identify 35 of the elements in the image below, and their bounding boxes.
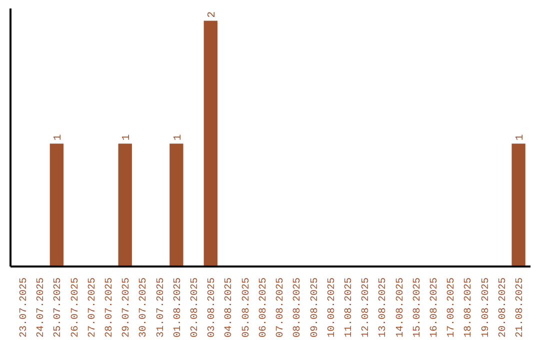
x-tick-label: 16.08.2025 [430, 277, 440, 338]
x-tick-label: 03.08.2025 [207, 277, 218, 338]
x-tick-label: 15.08.2025 [412, 277, 424, 338]
x-tick-label: 17.08.2025 [446, 277, 458, 338]
x-tick-label: 04.08.2025 [224, 277, 236, 338]
x-tick-label: 13.08.2025 [378, 277, 390, 338]
x-tick-label: 26.07.2025 [70, 277, 82, 338]
x-tick-label: 23.07.2025 [18, 277, 30, 338]
x-tick-label: 11.08.2025 [344, 277, 355, 338]
x-tick-label: 24.07.2025 [36, 277, 48, 338]
x-tick-label: 28.07.2025 [104, 277, 116, 338]
x-tick-label: 21.08.2025 [515, 277, 526, 338]
x-tick-label: 30.07.2025 [138, 277, 150, 338]
x-tick-label: 12.08.2025 [361, 277, 372, 338]
x-tick-label: 18.08.2025 [464, 277, 475, 338]
x-tick-label: 09.08.2025 [310, 277, 321, 338]
x-tick-label: 19.08.2025 [480, 277, 492, 338]
x-tick-label: 20.08.2025 [498, 277, 509, 338]
data-label: 1 [121, 134, 134, 141]
x-tick-label: 31.07.2025 [156, 277, 167, 338]
x-tick-label: 29.07.2025 [122, 277, 133, 338]
x-tick-label: 14.08.2025 [395, 277, 406, 338]
data-label: 2 [206, 11, 219, 18]
x-tick-label: 01.08.2025 [172, 277, 184, 338]
x-tick-label: 05.08.2025 [241, 277, 252, 338]
x-tick-label: 07.08.2025 [276, 277, 287, 338]
data-label: 1 [514, 134, 527, 141]
x-tick-label: 10.08.2025 [326, 277, 338, 338]
data-label: 1 [172, 134, 184, 141]
data-label: 1 [52, 134, 65, 141]
x-tick-label: 02.08.2025 [190, 277, 202, 338]
x-tick-label: 08.08.2025 [292, 277, 304, 338]
x-tick-label: 27.07.2025 [87, 277, 98, 338]
x-tick-label: 25.07.2025 [53, 277, 64, 338]
x-tick-label: 06.08.2025 [258, 277, 270, 338]
